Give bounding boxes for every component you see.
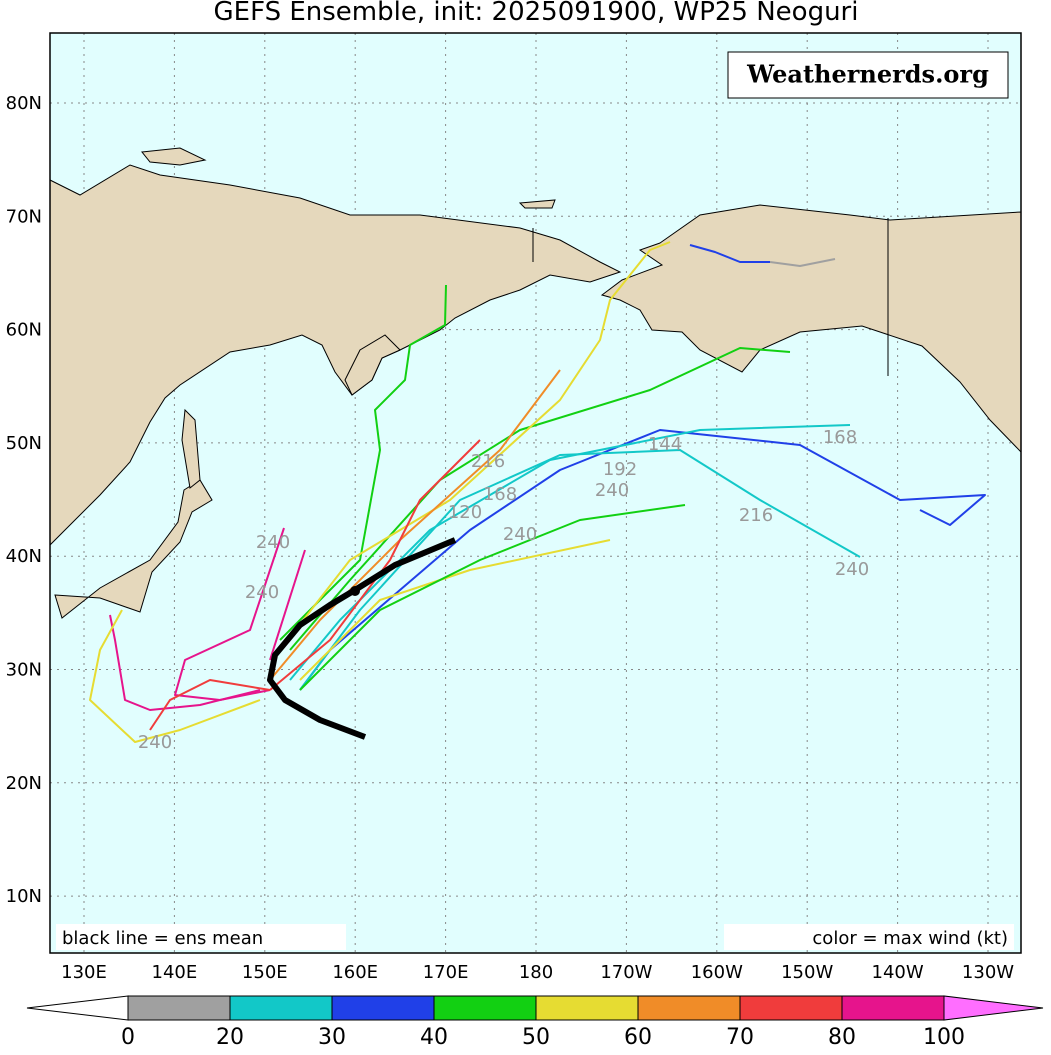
colorbar-under [26,995,129,1021]
axes: 80N 70N 60N 50N 40N 30N 20N 10N 130E 140E 150E 160E… [6,93,1015,983]
colorbar: 0 20 30 40 50 60 70 80 100 [26,995,1044,1050]
hour-label: 120 [448,502,482,523]
lon-label: 130E [61,962,107,983]
ens-mean-track [267,537,457,740]
track [299,539,611,681]
lat-label: 60N [6,320,42,341]
colorbar-segment [229,995,333,1021]
lat-label: 50N [6,433,42,454]
lat-label: 40N [6,546,42,567]
colorbar-label: 70 [726,1025,754,1050]
colorbar-label: 40 [420,1025,448,1050]
lon-label: 140E [152,962,198,983]
legend-left: black line = ens mean [62,928,263,949]
lon-label: 180 [519,962,553,983]
track [279,241,671,651]
track [299,504,686,691]
colorbar-label: 30 [318,1025,346,1050]
asia [49,164,622,547]
lon-label: 140W [872,962,924,983]
lat-label: 70N [6,206,42,227]
lon-label: 160E [332,962,378,983]
title: GEFS Ensemble, init: 2025091900, WP25 Ne… [214,0,859,27]
hour-label: 192 [603,459,637,480]
hour-label: 240 [595,480,629,501]
track [89,609,261,743]
kamchatka [344,334,401,396]
colorbar-over [943,995,1044,1021]
watermark: Weathernerds.org [746,60,989,89]
lon-label: 150W [781,962,833,983]
track [689,244,770,263]
hour-label: 168 [483,484,517,505]
colorbar-segment [127,995,231,1021]
lon-label: 150E [242,962,288,983]
colorbar-label: 100 [923,1025,965,1050]
lat-label: 80N [6,93,42,114]
sakhalin [181,408,201,489]
lat-label: 30N [6,660,42,681]
legend-right: color = max wind (kt) [812,928,1008,949]
colorbar-segment [331,995,435,1021]
track [109,614,261,711]
track [149,679,271,731]
hour-label: 144 [648,434,682,455]
colorbar-label: 50 [522,1025,550,1050]
hour-label: 216 [739,505,773,526]
hour-label: 240 [835,559,869,580]
island [141,147,207,166]
hour-label: 240 [256,532,290,553]
land [49,147,1022,619]
map-frame [49,32,1022,954]
lat-label: 10N [6,886,42,907]
hour-label: 240 [245,582,279,603]
colorbar-segment [841,995,945,1021]
colorbar-segment [739,995,843,1021]
track [289,347,791,651]
track [279,284,447,641]
lon-label: 160W [691,962,743,983]
island [518,199,556,209]
lat-label: 20N [6,773,42,794]
watermark-box [727,51,1009,99]
colorbar-label: 60 [624,1025,652,1050]
legend-right-box [724,924,1014,950]
hour-label: 240 [503,524,537,545]
japan [54,479,213,619]
track [289,424,851,681]
colorbar-label: 80 [828,1025,856,1050]
tracks [89,241,986,743]
colorbar-label: 0 [121,1025,135,1050]
track [769,258,836,267]
lon-label: 130W [962,962,1014,983]
ens-mean-point [350,586,360,596]
track [299,449,861,691]
lon-label: 170W [600,962,652,983]
track [269,549,306,661]
hour-label: 216 [471,451,505,472]
colorbar-segment [433,995,537,1021]
hour-label: 240 [138,732,172,753]
track [269,439,481,691]
track [299,429,986,691]
colorbar-segment [637,995,741,1021]
colorbar-label: 20 [216,1025,244,1050]
lon-label: 170E [423,962,469,983]
hour-label: 168 [823,427,857,448]
alaska [600,204,1022,454]
colorbar-segment [535,995,639,1021]
legend-left-box [56,924,346,950]
